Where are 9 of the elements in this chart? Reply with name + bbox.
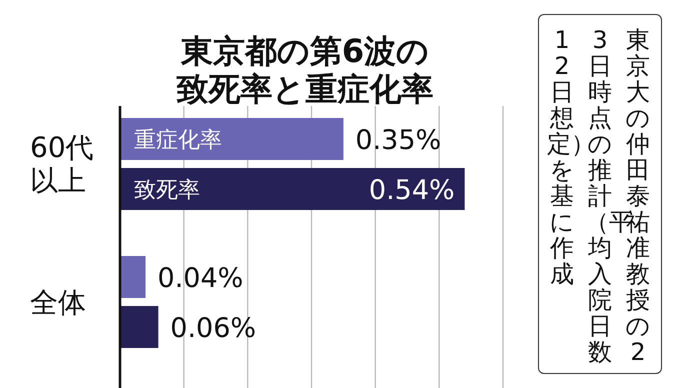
data-label: 0.06% [170, 313, 256, 344]
series-label: 致死率 [134, 178, 200, 203]
category-label: 60代以上 [30, 130, 95, 198]
title: 東京都の第6波の致死率と重症化率 [176, 32, 434, 108]
data-label: 0.35% [355, 125, 442, 156]
category-label: 全体 [30, 284, 87, 320]
data-label: 0.04% [158, 263, 244, 294]
data-label: 0.54% [368, 175, 455, 206]
series-label: 重症化率 [134, 128, 222, 153]
